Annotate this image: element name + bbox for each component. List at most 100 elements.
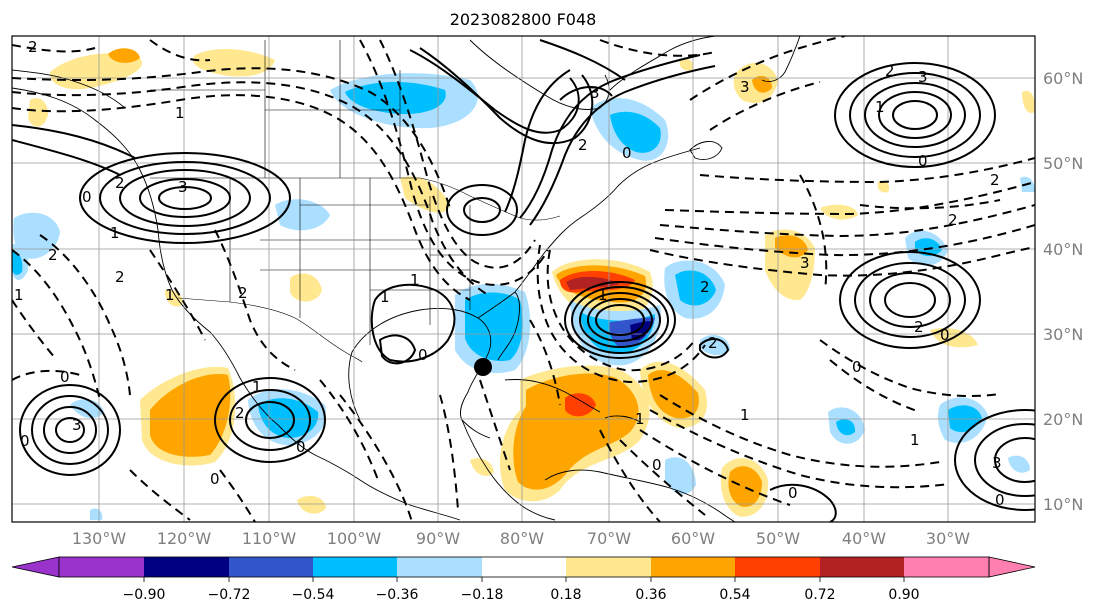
colorbar-tick-label: 0.90: [888, 587, 919, 603]
contour-label: 2: [948, 211, 958, 229]
anomaly-shading: [12, 48, 1035, 520]
contour-line: [799, 174, 828, 291]
shade-positive-region: [470, 458, 494, 476]
contour-line: [819, 339, 1001, 397]
contour-label: 0: [60, 368, 70, 386]
contour-label: 1: [14, 286, 24, 304]
lat-label: 60°N: [1043, 69, 1083, 88]
contour-line: [55, 417, 85, 443]
longitude-labels: 130°W 120°W 110°W 100°W 90°W 80°W 70°W 6…: [72, 529, 970, 548]
colorbar-tick-label: −0.36: [376, 587, 419, 603]
shade-negative-region: [675, 270, 716, 306]
contour-line: [878, 91, 952, 139]
contour-label: 2: [578, 136, 588, 154]
contour-line: [370, 283, 456, 363]
latitude-labels: 60°N 50°N 40°N 30°N 20°N 10°N: [1043, 69, 1083, 514]
contour-line: [359, 39, 549, 286]
lat-label: 10°N: [1043, 495, 1083, 514]
contour-label: 1: [740, 406, 750, 424]
contour-label: 2: [708, 334, 718, 352]
colorbar-segment: [313, 557, 397, 577]
border-canada-provinces: [150, 40, 401, 178]
contour-line: [43, 406, 97, 454]
contour-line: [689, 36, 846, 101]
contour-label: 3: [800, 254, 810, 272]
contour-label: 2: [48, 246, 58, 264]
contour-label: 2: [238, 284, 248, 302]
colorbar-segment: [397, 557, 482, 577]
contour-line: [12, 94, 471, 301]
colorbar-tick-label: 0.18: [550, 587, 581, 603]
contour-line: [79, 152, 291, 244]
contour-line: [884, 282, 936, 318]
contour-line: [709, 81, 821, 131]
map-panel: [11, 35, 1036, 523]
shade-positive-region: [297, 495, 326, 514]
contour-line: [149, 39, 211, 62]
shade-positive-region: [679, 58, 694, 71]
coastline-south-america: [544, 469, 736, 522]
contour-line: [529, 65, 716, 226]
shade-positive-region: [108, 48, 140, 63]
border-us-mexico: [177, 297, 363, 363]
contour-line: [409, 49, 580, 134]
lat-label: 20°N: [1043, 410, 1083, 429]
contour-line: [139, 178, 231, 218]
colorbar-tick-label: 0.54: [719, 587, 750, 603]
colorbar-tick-label: −0.90: [123, 587, 166, 603]
contour-line: [599, 429, 661, 522]
contour-line: [379, 39, 536, 269]
contour-label: 1: [380, 288, 390, 306]
contour-line: [649, 409, 951, 489]
contour-label: 1: [635, 410, 645, 428]
contour-line: [12, 139, 121, 176]
contour-line: [639, 429, 791, 506]
contour-line: [854, 262, 966, 338]
contour-line: [859, 199, 1001, 210]
contour-label: 2: [700, 278, 710, 296]
colorbar-segment: [651, 557, 735, 577]
contour-label: 0: [418, 346, 428, 364]
contour-line: [119, 169, 251, 227]
contour-label: 0: [622, 144, 632, 162]
contour-line: [12, 299, 56, 359]
colorbar-segment: [735, 557, 820, 577]
contour-line: [536, 244, 706, 384]
shade-positive-region: [513, 373, 639, 490]
lon-label: 40°W: [842, 529, 886, 548]
contour-line: [869, 272, 951, 328]
contour-label: 3: [740, 78, 750, 96]
contour-label: 0: [852, 358, 862, 376]
coastline-central-america: [461, 419, 556, 521]
contour-line: [19, 384, 121, 476]
contour-label: 3: [992, 454, 1002, 472]
contour-line: [769, 483, 837, 522]
coastline-hudson-bay: [469, 39, 610, 110]
shade-negative-region: [345, 81, 446, 115]
contour-line: [659, 394, 941, 468]
shade-negative-region: [915, 238, 942, 256]
shade-negative-region: [630, 321, 652, 341]
colorbar-tick-label: −0.18: [461, 587, 504, 603]
contour-line: [892, 100, 938, 130]
contour-label: 1: [175, 104, 185, 122]
contour-label: 1: [598, 286, 608, 304]
coastline-cuba: [504, 379, 601, 413]
contour-label: 2: [990, 171, 1000, 189]
contour-line: [579, 292, 661, 348]
shade-negative-region: [836, 419, 856, 436]
coastline-hispaniola: [604, 415, 641, 423]
colorbar-segment: [144, 557, 229, 577]
colorbar-segment: [59, 557, 144, 577]
contour-line: [829, 359, 921, 413]
lon-label: 60°W: [671, 529, 715, 548]
lon-label: 80°W: [500, 529, 544, 548]
coastline-alaska: [12, 69, 126, 109]
contour-line: [12, 249, 101, 401]
coastline-us-atlantic: [514, 147, 701, 293]
lon-label: 130°W: [72, 529, 127, 548]
contour-line: [595, 304, 645, 336]
contour-label: 1: [875, 98, 885, 116]
lat-label: 40°N: [1043, 240, 1083, 259]
colorbar-segment: [904, 557, 989, 577]
